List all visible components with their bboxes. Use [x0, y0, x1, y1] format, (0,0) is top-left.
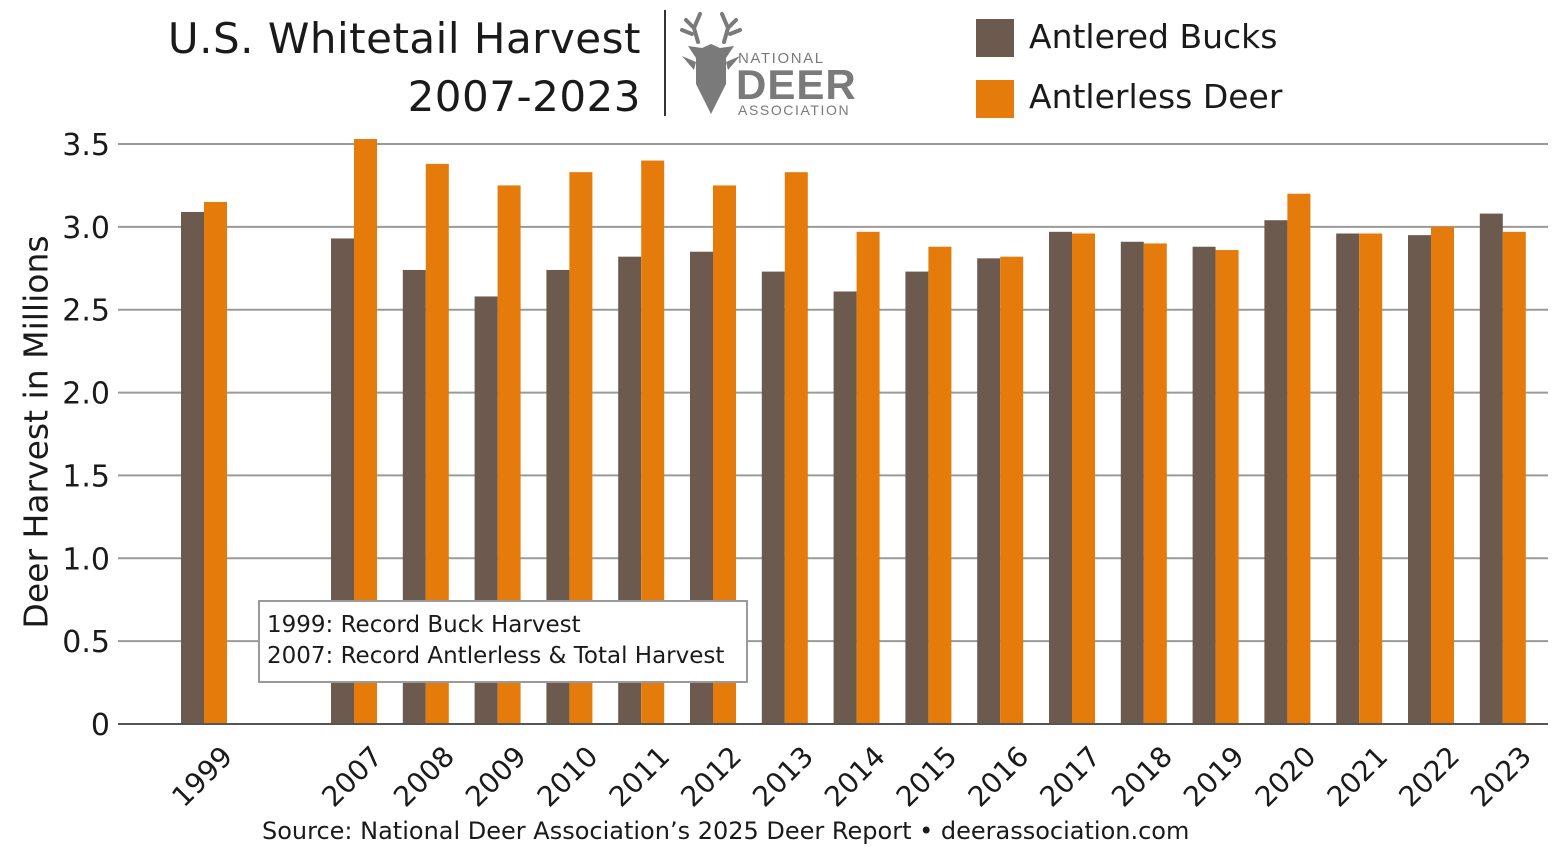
bar-antlerless-2014: [856, 231, 880, 725]
x-tick-label: 2020: [1249, 740, 1323, 814]
y-tick-label: 2.5: [62, 294, 110, 329]
legend-swatch-antlerless: [976, 80, 1014, 118]
bar-antlered-2014: [833, 291, 857, 724]
y-tick-label: 2.0: [62, 377, 110, 412]
annotation-line1: 1999: Record Buck Harvest: [267, 612, 581, 638]
bar-antlerless-2020: [1287, 193, 1311, 724]
chart-title-line1: U.S. Whitetail Harvest: [167, 14, 641, 63]
x-tick-label: 2013: [746, 740, 820, 814]
bar-antlered-2018: [1120, 241, 1144, 724]
y-tick-label: 3.5: [62, 128, 110, 163]
source-note: Source: National Deer Association’s 2025…: [262, 817, 1190, 845]
bar-antlerless-2011: [641, 160, 665, 725]
x-tick-label: 2009: [459, 740, 533, 814]
bar-antlerless-2022: [1431, 226, 1454, 724]
deer-head-icon: [680, 12, 742, 114]
bar-antlered-2015: [905, 271, 929, 724]
bar-antlered-2013: [761, 271, 785, 724]
x-tick-label: 1999: [165, 740, 239, 814]
x-tick-label: 2023: [1464, 740, 1538, 814]
title-divider: [664, 10, 666, 116]
x-tick-label: 2017: [1033, 740, 1107, 814]
legend-label-antlered: Antlered Bucks: [1029, 17, 1278, 56]
y-tick-label: 0.5: [62, 625, 110, 660]
y-tick-label: 1.5: [62, 459, 110, 494]
bar-antlered-2017: [1049, 231, 1072, 725]
legend-label-antlerless: Antlerless Deer: [1029, 77, 1283, 116]
y-tick-label: 3.0: [62, 211, 110, 246]
x-tick-label: 2012: [674, 740, 748, 814]
bar-antlered-2016: [977, 258, 1001, 724]
bar-antlered-1999: [181, 211, 204, 724]
bar-antlerless-2021: [1359, 233, 1383, 724]
x-tick-label: 2022: [1392, 740, 1466, 814]
bar-antlered-2022: [1408, 235, 1431, 724]
bar-antlerless-2015: [928, 246, 952, 724]
bar-antlerless-2016: [1000, 256, 1024, 724]
bar-antlerless-2008: [425, 163, 449, 724]
bar-antlerless-2007: [354, 139, 377, 724]
x-tick-label: 2010: [531, 740, 605, 814]
x-tick-label: 2018: [1105, 740, 1179, 814]
bar-antlerless-2018: [1143, 243, 1167, 724]
bar-antlerless-2023: [1502, 231, 1526, 725]
bar-antlerless-2012: [713, 185, 736, 724]
logo-text-deer: DEER: [736, 61, 857, 108]
legend-swatch-antlered: [976, 19, 1014, 57]
bar-antlered-2023: [1479, 213, 1503, 724]
y-tick-label: 1.0: [62, 542, 110, 577]
x-tick-label: 2014: [818, 740, 892, 814]
x-tick-label: 2021: [1321, 740, 1395, 814]
x-tick-label: 2019: [1177, 740, 1251, 814]
bar-antlered-2019: [1192, 246, 1216, 724]
bar-antlered-2021: [1336, 233, 1360, 724]
bar-antlerless-2009: [497, 185, 521, 724]
annotation-line2: 2007: Record Antlerless & Total Harvest: [267, 643, 725, 669]
bar-antlerless-2017: [1072, 233, 1095, 724]
bar-antlered-2020: [1264, 220, 1288, 724]
logo-text-association: ASSOCIATION: [738, 102, 851, 118]
x-tick-label: 2007: [315, 740, 389, 814]
nda-logo: NATIONAL DEER ASSOCIATION: [676, 6, 866, 120]
bar-antlerless-2013: [784, 172, 808, 724]
x-tick-label: 2015: [890, 740, 964, 814]
chart-title-line2: 2007-2023: [407, 72, 641, 121]
x-tick-label: 2008: [387, 740, 461, 814]
bar-antlerless-1999: [204, 202, 227, 724]
logo-text-national: NATIONAL: [738, 50, 825, 67]
bar-antlerless-2010: [569, 172, 593, 724]
y-tick-label: 0: [91, 708, 110, 743]
bar-antlerless-2019: [1215, 250, 1239, 725]
x-tick-label: 2011: [603, 740, 677, 814]
x-tick-label: 2016: [962, 740, 1036, 814]
annotation-box: 1999: Record Buck Harvest 2007: Record A…: [258, 600, 748, 683]
